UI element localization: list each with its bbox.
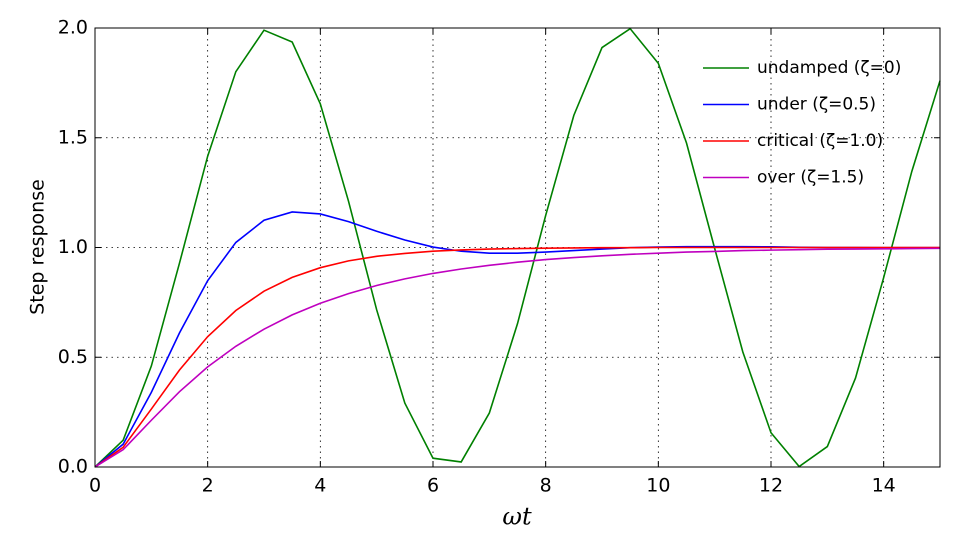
x-tick-label: 2 [202,475,214,497]
plot-frame [94,27,941,468]
x-tick-label: 0 [89,475,101,497]
y-tick-label: 1.5 [58,126,88,148]
x-tick-label: 6 [427,475,439,497]
x-tick-label: 10 [646,475,670,497]
x-tick-label: 8 [540,475,552,497]
legend-label: critical (ζ=1.0) [757,131,883,151]
series-line [94,247,941,468]
series-line [94,246,940,468]
y-tick-label: 0.0 [58,456,88,478]
x-tick-label: 14 [872,475,896,497]
y-axis-label: Step response [27,179,49,315]
y-tick-label: 1.0 [58,236,88,258]
x-tick-label: 12 [759,475,783,497]
legend-label: over (ζ=1.5) [757,168,864,188]
y-tick-label: 2.0 [58,17,88,39]
x-tick-label: 4 [314,475,326,497]
y-tick-label: 0.5 [58,346,88,368]
x-axis-label: ωt [502,503,532,531]
legend-label: under (ζ=0.5) [757,95,876,115]
legend-label: undamped (ζ=0) [757,58,901,78]
